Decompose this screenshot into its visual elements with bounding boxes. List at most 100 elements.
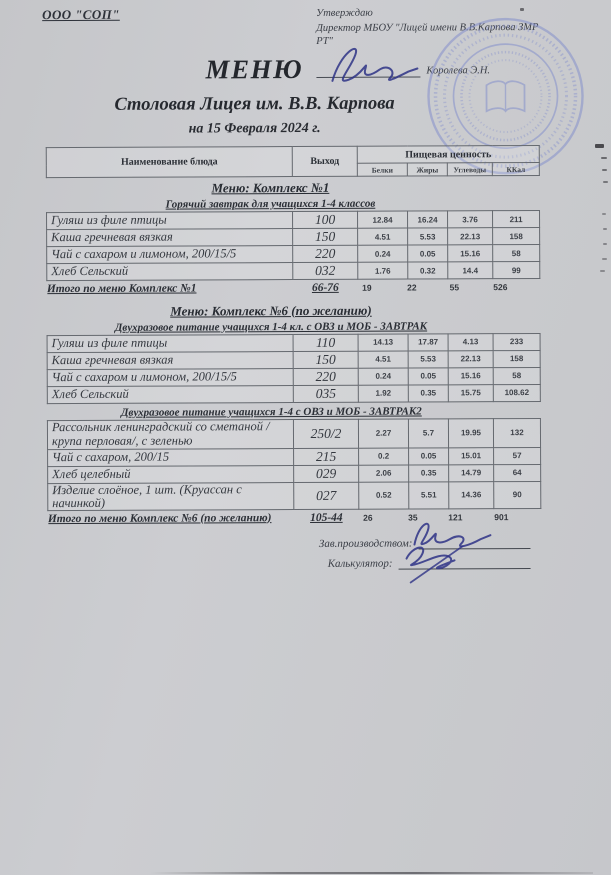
kcal-value: 58 — [493, 366, 541, 385]
carbs-value: 14.4 — [447, 261, 493, 279]
table-row: Чай с сахаром и лимоном, 200/15/5 220 0.… — [47, 366, 541, 387]
dish-name: Гуляш из филе птицы — [47, 334, 294, 353]
table-row: Чай с сахаром, 200/15 215 0.2 0.05 15.01… — [47, 446, 541, 467]
organization-name: ООО "СОП" — [42, 6, 120, 23]
kcal-value: 58 — [492, 244, 540, 262]
col-output-header: Выход — [292, 146, 358, 177]
carbs-value: 15.01 — [448, 447, 494, 465]
total-fat: 22 — [407, 282, 417, 293]
signature-footer: Зав.производством: Калькулятор: — [47, 523, 541, 584]
calculator-signature-row: Калькулятор: — [48, 545, 541, 584]
menu1-group-heading: Горячий завтрак для учащихся 1-4 классов — [165, 197, 376, 211]
kcal-value: 90 — [493, 480, 541, 509]
carbs-value: 3.76 — [447, 210, 493, 228]
carbs-value: 14.79 — [448, 464, 494, 482]
document-body: Наименование блюда Выход Пищевая ценност… — [46, 145, 541, 584]
calculator-signature-icon — [405, 545, 464, 584]
kcal-value: 132 — [493, 417, 541, 448]
table-row: Рассольник ленинградский со сметаной /кр… — [47, 417, 541, 450]
scan-artifact — [603, 228, 607, 230]
protein-value: 0.24 — [357, 245, 408, 263]
kcal-value: 158 — [492, 227, 540, 245]
total-protein: 19 — [362, 282, 372, 293]
table-row: Чай с сахаром и лимоном, 200/15/5 220 0.… — [46, 244, 540, 264]
table-row: Хлеб Сельский 035 1.92 0.35 15.75 108.62 — [47, 383, 541, 404]
official-stamp-icon — [427, 17, 584, 175]
carbs-value: 15.75 — [448, 384, 494, 402]
dish-name: Каша гречневая вязкая — [47, 351, 294, 370]
table-row: Хлеб Сельский 032 1.76 0.32 14.4 99 — [46, 261, 540, 281]
portion-value: 250/2 — [293, 418, 359, 449]
dish-name: Рассольник ленинградский со сметаной /кр… — [47, 419, 294, 450]
fat-value: 5.53 — [407, 227, 448, 246]
col-dish-header: Наименование блюда — [46, 146, 293, 178]
col-kcal-header: ККал — [492, 162, 540, 176]
calculator-label: Калькулятор: — [327, 557, 393, 571]
dish-name: Каша гречневая вязкая — [46, 228, 293, 247]
protein-value: 2.27 — [358, 418, 409, 448]
portion-value: 220 — [292, 245, 358, 263]
dish-name: Хлеб Сельский — [47, 385, 294, 404]
fat-value: 0.05 — [407, 244, 448, 263]
scan-artifact — [600, 270, 605, 272]
dish-name: Чай с сахаром и лимоном, 200/15/5 — [46, 245, 293, 264]
carbs-value: 15.16 — [448, 367, 494, 385]
portion-value: 100 — [292, 211, 358, 229]
carbs-value: 22.13 — [448, 350, 494, 368]
kcal-value: 64 — [493, 463, 541, 482]
fat-value: 0.32 — [407, 261, 448, 280]
fat-value: 0.05 — [408, 367, 449, 385]
page-title: МЕНЮ — [205, 54, 304, 85]
production-signature-row: Зав.производством: — [47, 523, 540, 551]
scan-artifact — [602, 258, 607, 260]
director-signature-row: Королева Э.Н. — [316, 48, 554, 83]
total-carbs: 55 — [449, 282, 460, 293]
dish-name: Чай с сахаром и лимоном, 200/15/5 — [47, 368, 294, 387]
col-fat-header: Жиры — [407, 162, 448, 177]
col-protein-header: Белки — [357, 163, 408, 177]
portion-value: 215 — [293, 447, 359, 466]
protein-value: 0.24 — [358, 367, 409, 385]
dish-name: Хлеб Сельский — [46, 262, 293, 281]
menu6-breakfast2-table: Рассольник ленинградский со сметаной /кр… — [47, 417, 541, 526]
table-row: Изделие слоёное, 1 шт. (Круассан с начин… — [47, 480, 541, 511]
portion-value: 110 — [293, 333, 359, 352]
approval-block: Утверждаю Директор МБОУ "Лицей имени В.В… — [316, 7, 554, 83]
portion-value: 029 — [293, 464, 359, 483]
menu1-section-title: Меню: Комплекс №1 — [211, 179, 330, 196]
portion-value: 150 — [292, 228, 358, 246]
carbs-value: 19.95 — [448, 418, 494, 448]
fat-value: 0.05 — [408, 447, 449, 465]
protein-value: 4.51 — [357, 228, 408, 246]
carbs-value: 4.13 — [448, 333, 494, 351]
scan-artifact — [602, 213, 606, 215]
kcal-value: 211 — [492, 210, 540, 228]
table-row: Каша гречневая вязкая 150 4.51 5.53 22.1… — [47, 349, 541, 370]
total-label: Итого по меню Комплекс №6 (по желанию) — [47, 511, 272, 525]
protein-value: 12.84 — [357, 211, 408, 229]
fat-value: 17.87 — [408, 333, 449, 351]
protein-value: 1.92 — [358, 384, 409, 402]
protein-value: 14.13 — [358, 333, 409, 351]
portion-value: 150 — [293, 350, 359, 369]
kcal-value: 57 — [493, 446, 541, 465]
kcal-value: 158 — [493, 349, 541, 368]
kcal-value: 99 — [492, 261, 540, 279]
scan-artifact — [602, 169, 607, 171]
fat-value: 0.35 — [408, 384, 449, 402]
kcal-value: 233 — [493, 332, 541, 351]
title-block: МЕНЮ Столовая Лицея им. В.В. Карпова на … — [0, 53, 511, 138]
protein-value: 2.06 — [358, 464, 409, 482]
portion-value: 032 — [292, 262, 358, 280]
table-row: Каша гречневая вязкая 150 4.51 5.53 22.1… — [46, 227, 540, 247]
scan-artifact — [603, 181, 608, 183]
table-row: Хлеб целебный 029 2.06 0.35 14.79 64 — [47, 463, 541, 484]
col-nutrition-header: Пищевая ценность — [357, 145, 540, 164]
col-carbs-header: Углеводы — [447, 162, 493, 176]
protein-value: 4.51 — [358, 350, 409, 368]
menu6-breakfast-table: Гуляш из филе птицы 110 14.13 17.87 4.13… — [47, 332, 541, 404]
page-bottom-shadow — [150, 872, 593, 874]
carbs-value: 15.16 — [447, 244, 493, 262]
